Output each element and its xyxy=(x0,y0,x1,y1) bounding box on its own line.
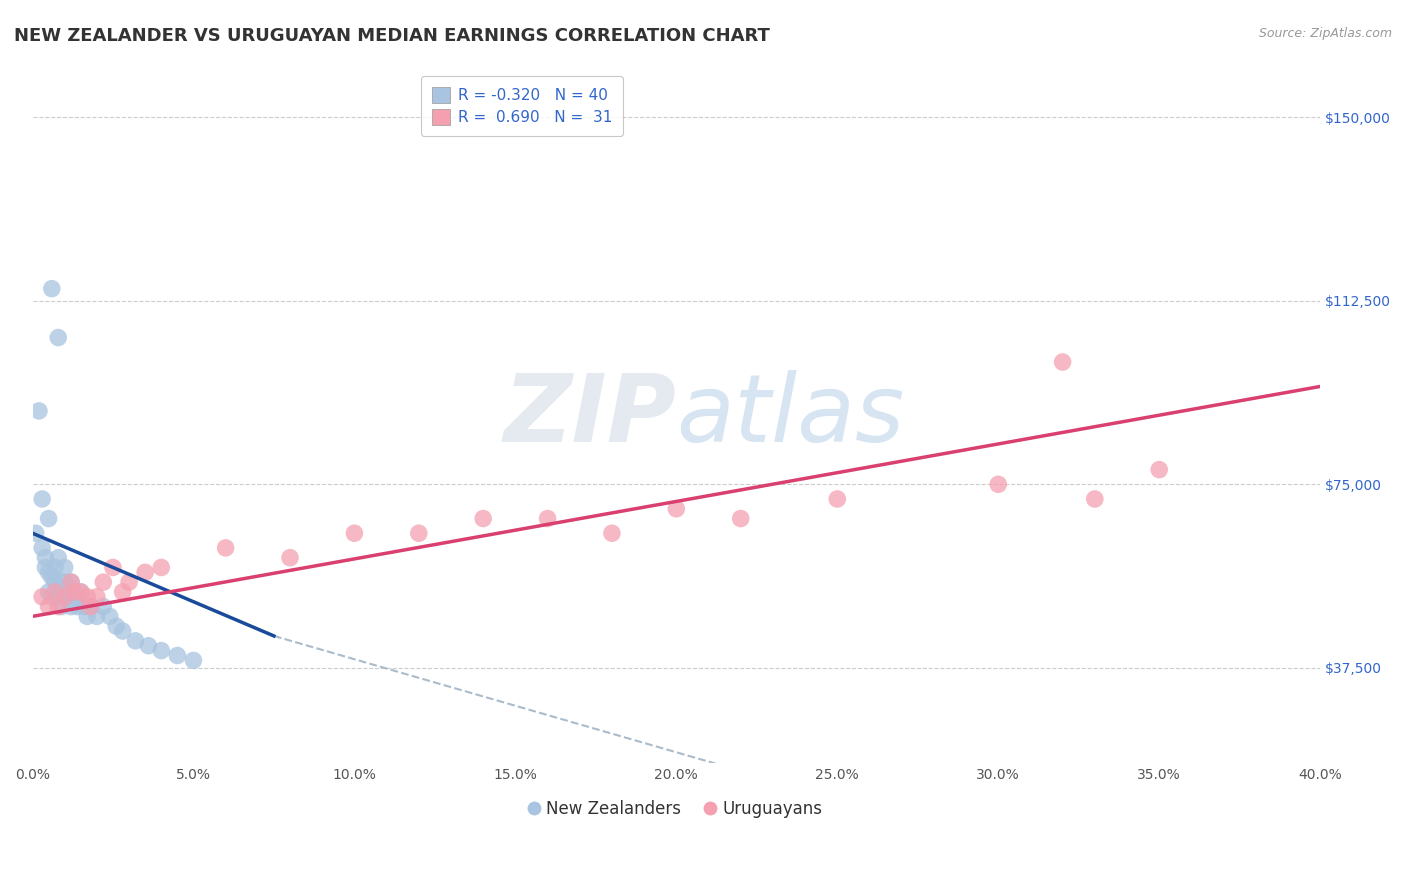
Point xyxy=(124,633,146,648)
Point xyxy=(60,599,83,614)
Text: Source: ZipAtlas.com: Source: ZipAtlas.com xyxy=(1258,27,1392,40)
Point xyxy=(183,653,205,667)
Point xyxy=(69,585,91,599)
Point xyxy=(105,619,128,633)
Point xyxy=(150,560,173,574)
Point xyxy=(987,477,1010,491)
Point xyxy=(41,282,63,296)
Point xyxy=(98,609,121,624)
Point xyxy=(472,511,495,525)
Point xyxy=(28,404,51,418)
Point xyxy=(44,585,66,599)
Point xyxy=(31,541,53,555)
Point xyxy=(214,541,236,555)
Point xyxy=(138,639,160,653)
Text: ZIP: ZIP xyxy=(503,370,676,462)
Point xyxy=(31,491,53,506)
Text: atlas: atlas xyxy=(676,370,904,461)
Point xyxy=(111,624,134,638)
Point xyxy=(73,599,96,614)
Point xyxy=(44,560,66,574)
Point xyxy=(31,590,53,604)
Point xyxy=(134,566,156,580)
Point xyxy=(38,599,60,614)
Point xyxy=(827,491,849,506)
Point xyxy=(38,566,60,580)
Point xyxy=(79,599,101,614)
Point xyxy=(63,590,86,604)
Point xyxy=(46,330,69,344)
Point xyxy=(44,575,66,590)
Point xyxy=(46,550,69,565)
Point xyxy=(1052,355,1074,369)
Point xyxy=(46,599,69,614)
Point xyxy=(60,575,83,590)
Point xyxy=(1084,491,1107,506)
Point xyxy=(79,599,101,614)
Point xyxy=(91,575,114,590)
Point xyxy=(343,526,366,541)
Point xyxy=(53,560,76,574)
Point xyxy=(46,590,69,604)
Point xyxy=(41,570,63,584)
Point xyxy=(536,511,558,525)
Point xyxy=(118,575,141,590)
Point xyxy=(150,643,173,657)
Point xyxy=(86,590,108,604)
Point xyxy=(24,526,46,541)
Point xyxy=(34,560,56,574)
Point xyxy=(166,648,188,663)
Point xyxy=(66,599,89,614)
Point xyxy=(38,511,60,525)
Point xyxy=(408,526,430,541)
Point xyxy=(111,585,134,599)
Point xyxy=(53,575,76,590)
Point xyxy=(38,585,60,599)
Point xyxy=(51,599,73,614)
Point xyxy=(63,585,86,599)
Point xyxy=(76,609,98,624)
Point xyxy=(101,560,124,574)
Point xyxy=(278,550,301,565)
Point xyxy=(51,575,73,590)
Point xyxy=(730,511,752,525)
Legend: New Zealanders, Uruguayans: New Zealanders, Uruguayans xyxy=(523,793,830,824)
Point xyxy=(600,526,623,541)
Point xyxy=(53,590,76,604)
Text: NEW ZEALANDER VS URUGUAYAN MEDIAN EARNINGS CORRELATION CHART: NEW ZEALANDER VS URUGUAYAN MEDIAN EARNIN… xyxy=(14,27,770,45)
Point xyxy=(91,599,114,614)
Point xyxy=(665,501,688,516)
Point xyxy=(60,575,83,590)
Point xyxy=(86,609,108,624)
Point xyxy=(76,590,98,604)
Point xyxy=(41,590,63,604)
Point xyxy=(1147,462,1170,476)
Point xyxy=(69,585,91,599)
Point xyxy=(56,590,79,604)
Point xyxy=(34,550,56,565)
